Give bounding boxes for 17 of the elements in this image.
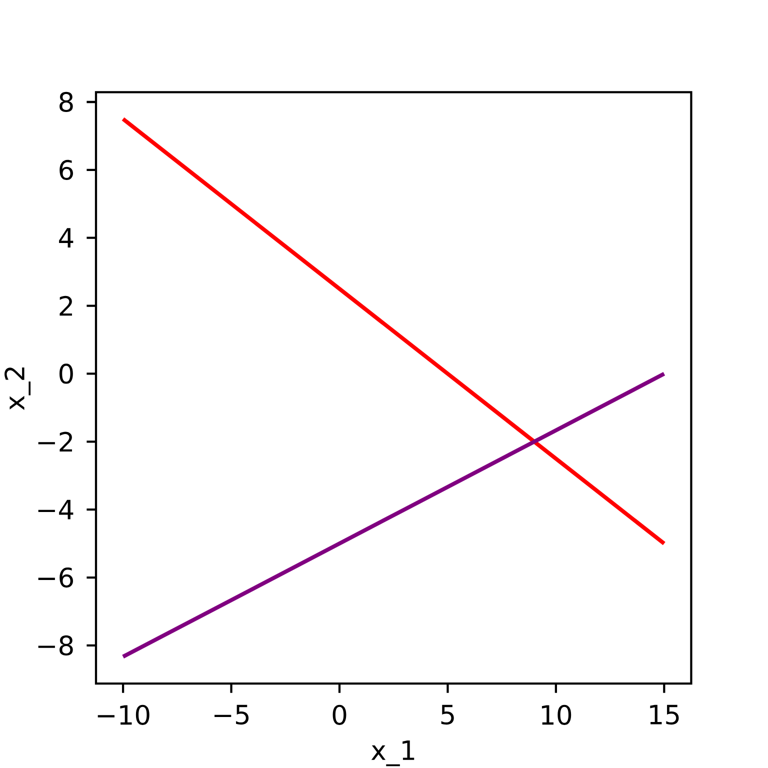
x-tick-label: 15 (650, 704, 679, 725)
x-tick-label: 10 (542, 704, 572, 725)
x-tick-label: 0 (332, 704, 346, 725)
y-tick-label: 4 (59, 228, 74, 248)
y-tick-label: 8 (60, 92, 73, 112)
x-tick-label: −10 (98, 704, 150, 725)
y-tick-label: −4 (38, 500, 74, 520)
y-tick-label: 0 (60, 364, 73, 384)
x-tick-label: 5 (441, 704, 454, 725)
x-axis-title: x_1 (371, 740, 414, 766)
y-tick-label: 6 (60, 160, 74, 180)
y-tick-label: 2 (60, 296, 72, 316)
y-tick-label: −8 (38, 635, 73, 656)
y-tick-label: −6 (38, 567, 74, 588)
y-tick-label: −2 (38, 432, 72, 452)
y-axis-title: x_2 (4, 368, 31, 410)
x-tick-label: −5 (214, 704, 249, 725)
